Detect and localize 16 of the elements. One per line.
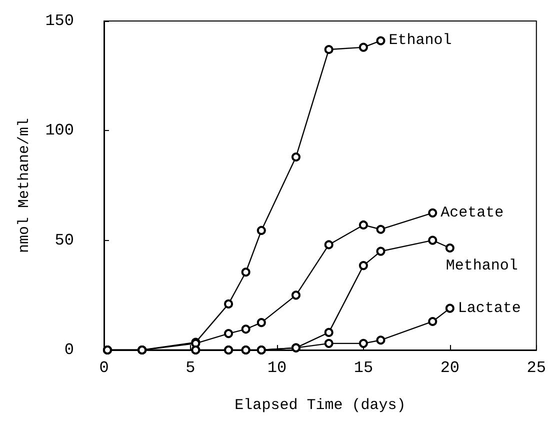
x-tick-label: 5	[186, 359, 196, 377]
series-label: Ethanol	[388, 32, 452, 50]
y-tick-label: 0	[64, 341, 74, 359]
y-tick-label: 150	[45, 12, 74, 30]
x-tick-label: 15	[354, 359, 374, 377]
y-axis-title: nmol Methane/ml	[16, 118, 33, 254]
y-tick-label: 100	[45, 122, 74, 140]
y-tick-label: 50	[54, 231, 74, 250]
x-tick-label: 0	[99, 359, 109, 377]
series-label: Methanol	[446, 258, 518, 275]
x-tick-label: 10	[267, 359, 287, 377]
x-tick-label: 20	[440, 359, 460, 377]
x-tick-label: 25	[526, 359, 546, 377]
series-label: Acetate	[440, 204, 504, 222]
x-axis-title: Elapsed Time (days)	[234, 397, 406, 414]
series-label: Lactate	[458, 300, 521, 317]
